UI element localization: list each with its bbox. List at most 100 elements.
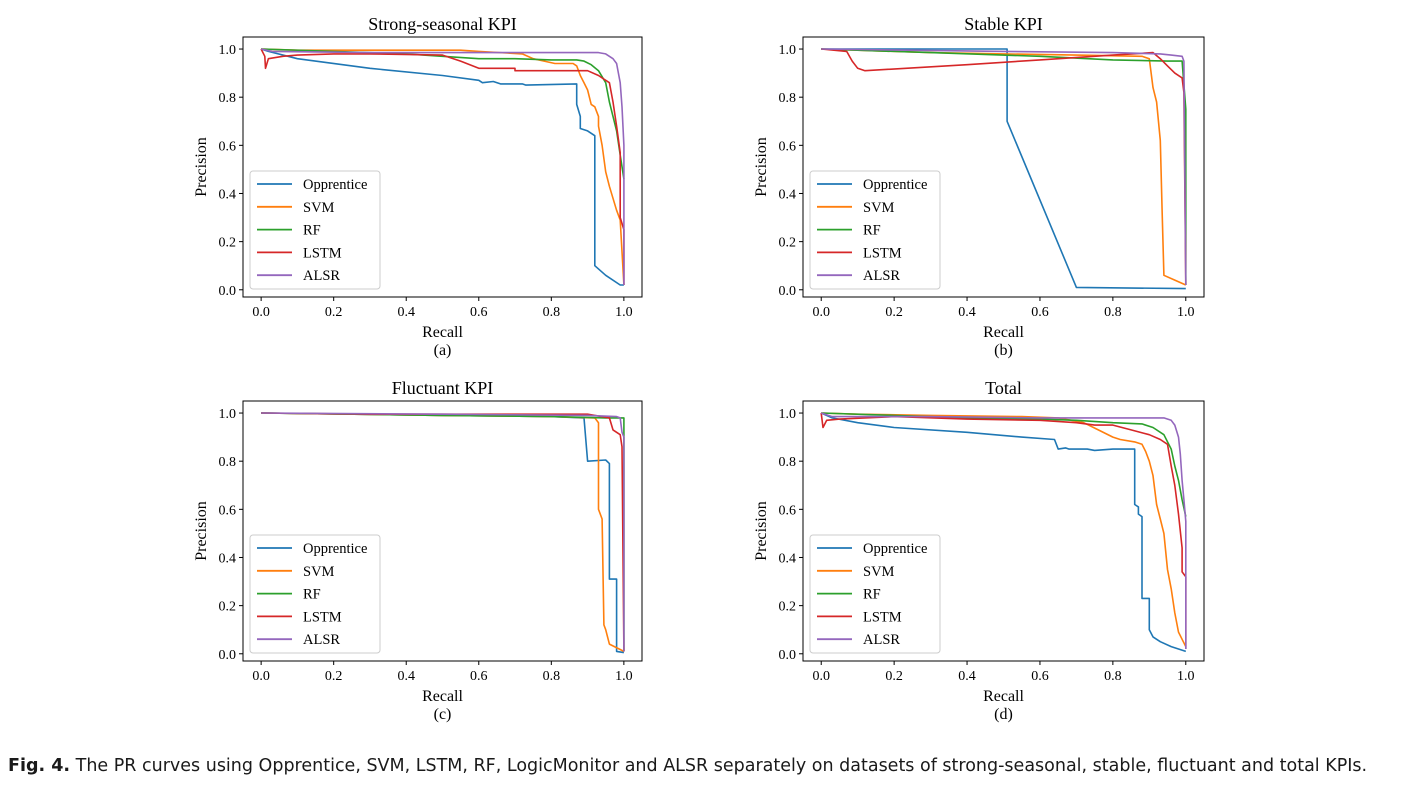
y-tick-label: 1.0 bbox=[779, 43, 797, 58]
y-tick-label: 0.6 bbox=[219, 503, 237, 518]
y-tick-label: 0.6 bbox=[219, 139, 237, 154]
x-tick-label: 1.0 bbox=[615, 669, 633, 684]
y-tick-label: 1.0 bbox=[219, 43, 237, 58]
x-tick-label: 0.2 bbox=[325, 305, 343, 320]
series-line-opprentice bbox=[260, 48, 624, 286]
x-tick-label: 0.8 bbox=[543, 669, 561, 684]
legend-entry-rf: RF bbox=[863, 587, 881, 603]
legend-entry-svm: SVM bbox=[303, 200, 335, 216]
legend-entry-rf: RF bbox=[303, 587, 321, 603]
legend-entry-svm: SVM bbox=[863, 200, 895, 216]
chart-panel-3: Fluctuant KPI 0.0 0.2 0.4 0.6 0.8 1.0 0.0 0.2 0.4… bbox=[193, 378, 643, 723]
x-tick-label: 0.4 bbox=[397, 669, 415, 684]
series-line-lstm bbox=[821, 48, 1187, 286]
x-tick-label: 0.2 bbox=[325, 669, 343, 684]
y-tick-label: 0.0 bbox=[219, 648, 237, 663]
legend-entry-opprentice: Opprentice bbox=[863, 541, 927, 557]
legend: Opprentice SVM RF LSTM ALSR bbox=[809, 170, 941, 290]
x-tick-label: 0.0 bbox=[252, 305, 270, 320]
y-tick-label: 1.0 bbox=[779, 407, 797, 422]
x-tick-label: 0.4 bbox=[397, 305, 415, 320]
legend: Opprentice SVM RF LSTM ALSR bbox=[249, 170, 381, 290]
legend: Opprentice SVM RF LSTM ALSR bbox=[809, 534, 941, 654]
y-tick-label: 0.2 bbox=[779, 600, 797, 615]
x-tick-label: 0.6 bbox=[470, 669, 488, 684]
legend-entry-opprentice: Opprentice bbox=[303, 541, 367, 557]
x-axis-label: Recall bbox=[422, 324, 463, 341]
caption-label: Fig. 4. bbox=[8, 756, 71, 776]
x-tick-label: 1.0 bbox=[1177, 669, 1195, 684]
series-line-rf bbox=[821, 48, 1187, 285]
x-tick-label: 0.0 bbox=[812, 669, 830, 684]
x-tick-label: 1.0 bbox=[615, 305, 633, 320]
x-tick-label: 0.2 bbox=[885, 669, 903, 684]
y-tick-label: 1.0 bbox=[219, 407, 237, 422]
subfigure-label: (c) bbox=[434, 706, 452, 723]
legend-box bbox=[249, 534, 381, 654]
legend-entry-rf: RF bbox=[863, 223, 881, 239]
y-tick-label: 0.2 bbox=[779, 236, 797, 251]
legend-box bbox=[809, 170, 941, 290]
chart-title: Strong-seasonal KPI bbox=[368, 14, 516, 34]
y-axis-label: Precision bbox=[753, 501, 770, 561]
x-tick-label: 0.4 bbox=[958, 305, 976, 320]
x-tick-label: 0.4 bbox=[958, 669, 976, 684]
chart-title: Stable KPI bbox=[964, 14, 1043, 34]
x-axis-label: Recall bbox=[422, 688, 463, 705]
series-line-lstm bbox=[820, 412, 1187, 649]
series-line-alsr bbox=[261, 412, 625, 652]
series-line-svm bbox=[261, 48, 625, 286]
x-tick-label: 0.0 bbox=[252, 669, 270, 684]
subfigure-label: (b) bbox=[994, 342, 1013, 359]
y-tick-label: 0.8 bbox=[219, 455, 237, 470]
y-tick-label: 0.0 bbox=[779, 648, 797, 663]
x-tick-label: 0.2 bbox=[885, 305, 903, 320]
x-axis-label: Recall bbox=[983, 688, 1024, 705]
subfigure-label: (d) bbox=[994, 706, 1013, 723]
x-tick-label: 0.8 bbox=[543, 305, 561, 320]
chart-panel-1: Strong-seasonal KPI 0.0 0.2 0.4 0.6 0.8 1.0 0.0… bbox=[193, 14, 643, 359]
y-tick-label: 0.0 bbox=[219, 284, 237, 299]
chart-panel-4: Total 0.0 0.2 0.4 0.6 0.8 1.0 0.0 0.2 0.4 0.6 0.8 1.… bbox=[753, 378, 1205, 723]
legend-entry-lstm: LSTM bbox=[303, 245, 342, 261]
series-line-svm bbox=[821, 48, 1187, 286]
legend-entry-alsr: ALSR bbox=[863, 268, 900, 284]
legend-entry-svm: SVM bbox=[303, 564, 335, 580]
legend-entry-alsr: ALSR bbox=[303, 632, 340, 648]
legend-box bbox=[809, 534, 941, 654]
y-tick-label: 0.6 bbox=[779, 139, 797, 154]
legend-entry-svm: SVM bbox=[863, 564, 895, 580]
legend-entry-lstm: LSTM bbox=[863, 609, 902, 625]
chart-panel-2: Stable KPI 0.0 0.2 0.4 0.6 0.8 1.0 0.0 0.2 0.4 0.6… bbox=[753, 14, 1205, 359]
x-tick-label: 0.0 bbox=[812, 305, 830, 320]
x-tick-label: 0.6 bbox=[1031, 669, 1049, 684]
legend-entry-alsr: ALSR bbox=[303, 268, 340, 284]
series-line-rf bbox=[821, 412, 1187, 517]
series-line-lstm bbox=[260, 48, 625, 285]
figure-caption: Fig. 4. The PR curves using Opprentice, … bbox=[8, 756, 1408, 776]
plot-frame bbox=[242, 400, 643, 662]
series-line-alsr bbox=[821, 48, 1187, 286]
legend: Opprentice SVM RF LSTM ALSR bbox=[249, 534, 381, 654]
y-tick-label: 0.4 bbox=[219, 551, 237, 566]
plot-frame bbox=[802, 36, 1205, 298]
caption-text: The PR curves using Opprentice, SVM, LST… bbox=[75, 756, 1368, 776]
legend-entry-opprentice: Opprentice bbox=[303, 177, 367, 193]
y-tick-label: 0.2 bbox=[219, 600, 237, 615]
series-line-rf bbox=[261, 48, 625, 180]
y-tick-label: 0.4 bbox=[779, 187, 797, 202]
legend-entry-lstm: LSTM bbox=[863, 245, 902, 261]
y-tick-label: 0.2 bbox=[219, 236, 237, 251]
y-axis-label: Precision bbox=[753, 137, 770, 197]
x-tick-label: 0.6 bbox=[470, 305, 488, 320]
x-axis-label: Recall bbox=[983, 324, 1024, 341]
series-line-alsr bbox=[820, 412, 1187, 649]
chart-title: Total bbox=[985, 378, 1022, 398]
plot-frame bbox=[802, 400, 1205, 662]
subfigure-label: (a) bbox=[434, 342, 452, 359]
legend-entry-rf: RF bbox=[303, 223, 321, 239]
series-line-opprentice bbox=[820, 412, 1187, 653]
y-tick-label: 0.8 bbox=[779, 455, 797, 470]
plot-frame bbox=[242, 36, 643, 298]
